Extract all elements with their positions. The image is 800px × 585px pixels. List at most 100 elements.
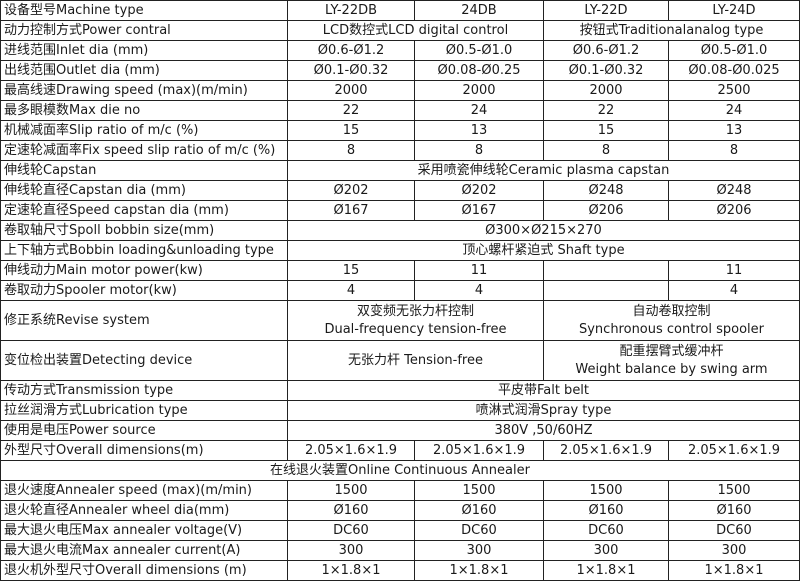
spec-value: 24DB	[414, 0, 544, 21]
spec-value: 11	[414, 260, 544, 281]
spec-value: DC60	[287, 520, 415, 541]
spec-value-line: Dual-frequency tension-free	[324, 321, 507, 337]
spec-value: Ø160	[414, 500, 544, 521]
spec-value: 1500	[414, 480, 544, 501]
spec-value: 22	[287, 100, 415, 121]
table-row: 最多眼模数Max die no 22 24 22 24	[0, 100, 800, 121]
spec-value: 采用喷瓷伸线轮Ceramic plasma capstan	[287, 160, 800, 181]
spec-value: 1500	[543, 480, 669, 501]
spec-value: DC60	[414, 520, 544, 541]
row-label: 伸线轮直径Capstan dia (mm)	[0, 180, 288, 201]
spec-value: 2000	[414, 80, 544, 101]
spec-value: 15	[287, 260, 415, 281]
spec-value: 24	[668, 100, 800, 121]
spec-value: 无张力杆 Tension-free	[287, 340, 544, 381]
spec-value: 2500	[668, 80, 800, 101]
spec-value: 8	[668, 140, 800, 161]
spec-value: 4	[414, 280, 544, 301]
spec-value: 2.05×1.6×1.9	[287, 440, 415, 461]
spec-value-line: 配重摆臂式缓冲杆	[619, 343, 724, 359]
spec-value: Ø0.1-Ø0.32	[287, 60, 415, 81]
spec-value: 平皮带Falt belt	[287, 380, 800, 401]
spec-value: Ø0.1-Ø0.32	[543, 60, 669, 81]
table-row: 定速轮直径Speed capstan dia (mm) Ø167 Ø167 Ø206 Ø…	[0, 200, 800, 221]
spec-value: 11	[668, 260, 800, 281]
spec-value: 300	[414, 540, 544, 561]
spec-value: 按钮式Traditionalanalog type	[543, 20, 800, 41]
spec-value: Ø300×Ø215×270	[287, 220, 800, 241]
spec-value: 300	[668, 540, 800, 561]
spec-value: 13	[668, 120, 800, 141]
row-label: 卷取轴尺寸Spoll bobbin size(mm)	[0, 220, 288, 241]
spec-value: 24	[414, 100, 544, 121]
spec-value: Ø248	[543, 180, 669, 201]
spec-value	[543, 260, 669, 281]
table-row: 伸线轮直径Capstan dia (mm) Ø202 Ø202 Ø248 Ø248	[0, 180, 800, 201]
spec-value-line: 双变频无张力杆控制	[356, 303, 474, 319]
table-row: 退火速度Annealer speed (max)(m/min) 1500 1500 1…	[0, 480, 800, 501]
table-row: 进线范围Inlet dia (mm) Ø0.6-Ø1.2 Ø0.5-Ø1.0 Ø0.6…	[0, 40, 800, 61]
table-row: 最大退火电流Max annealer current(A) 300 300 300 30…	[0, 540, 800, 561]
row-label: 定速轮减面率Fix speed slip ratio of m/c (%)	[0, 140, 288, 161]
spec-value: 1×1.8×1	[414, 560, 544, 581]
spec-value: 8	[543, 140, 669, 161]
spec-value: 1500	[668, 480, 800, 501]
table-row: 伸线轮Capstan 采用喷瓷伸线轮Ceramic plasma capstan	[0, 160, 800, 181]
row-label: 退火轮直径Annealer wheel dia(mm)	[0, 500, 288, 521]
row-label: 退火机外型尺寸Overall dimensions (m)	[0, 560, 288, 581]
table-row: 卷取轴尺寸Spoll bobbin size(mm) Ø300×Ø215×270	[0, 220, 800, 241]
spec-value: Ø167	[414, 200, 544, 221]
spec-value: 4	[287, 280, 415, 301]
row-label: 定速轮直径Speed capstan dia (mm)	[0, 200, 288, 221]
spec-value: 2.05×1.6×1.9	[414, 440, 544, 461]
spec-value: Ø0.5-Ø1.0	[414, 40, 544, 61]
row-label: 设备型号Machine type	[0, 0, 288, 21]
spec-value: DC60	[668, 520, 800, 541]
spec-value: Ø0.08-Ø0.025	[668, 60, 800, 81]
row-label: 最大退火电流Max annealer current(A)	[0, 540, 288, 561]
table-row: 卷取动力Spooler motor(kw) 4 4 4	[0, 280, 800, 301]
spec-value: 1500	[287, 480, 415, 501]
table-row: 上下轴方式Bobbin loading&unloading type 顶心螺杆紧迫…	[0, 240, 800, 261]
spec-value: LY-22DB	[287, 0, 415, 21]
table-row: 传动方式Transmission type 平皮带Falt belt	[0, 380, 800, 401]
row-label: 变位检出装置Detecting device	[0, 340, 288, 381]
spec-value: 1×1.8×1	[543, 560, 669, 581]
spec-value: 22	[543, 100, 669, 121]
spec-value: Ø160	[543, 500, 669, 521]
spec-value: LY-24D	[668, 0, 800, 21]
spec-value: 300	[543, 540, 669, 561]
spec-value: Ø206	[668, 200, 800, 221]
row-label: 最高线速Drawing speed (max)(m/min)	[0, 80, 288, 101]
spec-value: 15	[287, 120, 415, 141]
spec-value: 1×1.8×1	[668, 560, 800, 581]
spec-value: Ø160	[668, 500, 800, 521]
spec-value: Ø160	[287, 500, 415, 521]
spec-value-line: 自动卷取控制	[632, 303, 711, 319]
spec-value: 13	[414, 120, 544, 141]
row-label: 修正系统Revise system	[0, 300, 288, 341]
row-label: 使用是电压Power source	[0, 420, 288, 441]
row-label: 出线范围Outlet dia (mm)	[0, 60, 288, 81]
spec-value: 380V ,50/60HZ	[287, 420, 800, 441]
spec-value: 喷淋式润滑Spray type	[287, 400, 800, 421]
row-label: 进线范围Inlet dia (mm)	[0, 40, 288, 61]
spec-value: Ø0.6-Ø1.2	[287, 40, 415, 61]
table-row: 退火轮直径Annealer wheel dia(mm) Ø160 Ø160 Ø160 Ø…	[0, 500, 800, 521]
spec-value: 配重摆臂式缓冲杆 Weight balance by swing arm	[543, 340, 800, 381]
spec-value: 300	[287, 540, 415, 561]
spec-value-line: Weight balance by swing arm	[575, 361, 768, 377]
row-label: 最大退火电压Max annealer voltage(V)	[0, 520, 288, 541]
table-row: 拉丝润滑方式Lubrication type 喷淋式润滑Spray type	[0, 400, 800, 421]
row-label: 动力控制方式Power contral	[0, 20, 288, 41]
spec-value: 8	[414, 140, 544, 161]
table-row: 设备型号Machine type LY-22DB 24DB LY-22D LY-24D	[0, 0, 800, 21]
table-row: 退火机外型尺寸Overall dimensions (m) 1×1.8×1 1×1.…	[0, 560, 800, 581]
spec-value: 2.05×1.6×1.9	[668, 440, 800, 461]
row-label: 传动方式Transmission type	[0, 380, 288, 401]
spec-value: Ø206	[543, 200, 669, 221]
spec-value: 4	[668, 280, 800, 301]
spec-value: 8	[287, 140, 415, 161]
spec-value: 顶心螺杆紧迫式 Shaft type	[287, 240, 800, 261]
